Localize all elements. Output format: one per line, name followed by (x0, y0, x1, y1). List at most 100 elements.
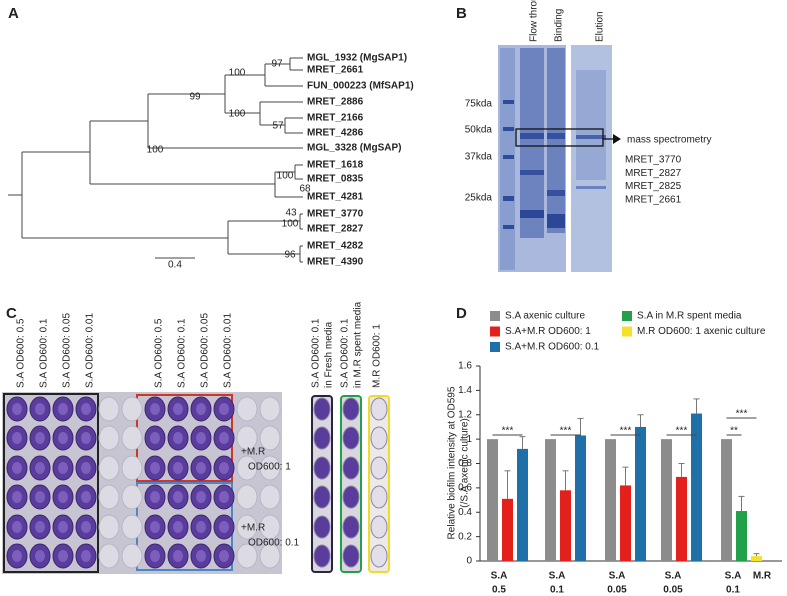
strip-label: S.A OD600: 0.1 (340, 318, 351, 388)
panel-label: A (8, 5, 19, 22)
well-center (150, 521, 160, 533)
leaf-label: MRET_3770 (307, 209, 364, 220)
y-tick-label: 0.8 (458, 458, 472, 469)
y-tick-label: 0.6 (458, 483, 472, 494)
bar (487, 439, 498, 561)
column-label: S.A OD600: 0.01 (85, 313, 96, 388)
bootstrap-value: 100 (147, 145, 164, 156)
bar (502, 498, 513, 561)
legend-label: S.A+M.R OD600: 1 (505, 326, 591, 337)
well-center (150, 550, 160, 562)
well-center (173, 462, 183, 474)
strip-well (313, 544, 331, 568)
well (98, 484, 120, 510)
leaf-label: MRET_4281 (307, 192, 364, 203)
x-tick-label: S.A (725, 571, 742, 582)
x-tick-label: 0.05 (607, 585, 627, 596)
leaf-label: MRET_2661 (307, 65, 364, 76)
well-center (196, 491, 206, 503)
leaf-label: MRET_4390 (307, 257, 364, 268)
strip-well (313, 485, 331, 509)
well-center (35, 521, 45, 533)
strip-label: M.R OD600: 1 (372, 324, 383, 388)
well-center (196, 403, 206, 415)
bar (545, 439, 556, 561)
well-center (196, 521, 206, 533)
legend-label: S.A in M.R spent media (637, 311, 742, 322)
tree-branches (8, 58, 301, 262)
well-center (12, 432, 22, 444)
y-tick-label: 1 (466, 434, 472, 445)
well (98, 543, 120, 569)
well (121, 396, 143, 422)
strip-well (342, 485, 360, 509)
lane-label: Binding (554, 9, 565, 42)
strip-well (342, 515, 360, 539)
well (236, 543, 258, 569)
well-center (150, 491, 160, 503)
well (121, 543, 143, 569)
bootstrap-value: 57 (272, 121, 284, 132)
condition-label: OD600: 1 (248, 462, 291, 473)
well-center (12, 521, 22, 533)
x-tick-label: 0.1 (550, 585, 564, 596)
x-tick-label: S.A (491, 571, 508, 582)
bar (620, 485, 631, 561)
strip-well (370, 485, 388, 509)
well (259, 514, 281, 540)
strip-well (342, 397, 360, 421)
well (236, 425, 258, 451)
strip-well (370, 456, 388, 480)
well-center (219, 432, 229, 444)
well-center (35, 491, 45, 503)
well (259, 455, 281, 481)
bar (736, 511, 747, 561)
well (236, 396, 258, 422)
leaf-label: MRET_2886 (307, 97, 364, 108)
lane-label: Elution (595, 11, 606, 42)
well (121, 514, 143, 540)
well-center (150, 403, 160, 415)
column-label: S.A OD600: 0.5 (154, 318, 165, 388)
well-center (35, 403, 45, 415)
gel-annotation: mass spectrometry (627, 135, 711, 146)
bar (560, 490, 571, 561)
well-center (81, 491, 91, 503)
well-center (81, 432, 91, 444)
leaf-label: MRET_1618 (307, 160, 364, 171)
x-tick-label: 0.5 (492, 585, 506, 596)
marker-label: 25kda (465, 193, 493, 204)
well (98, 514, 120, 540)
condition-label: OD600: 0.1 (248, 538, 300, 549)
well-center (12, 491, 22, 503)
bootstrap-value: 96 (284, 250, 296, 261)
y-tick-label: 0 (466, 556, 472, 567)
legend-label: S.A axenic culture (505, 311, 585, 322)
legend-swatch (490, 311, 500, 321)
strip-well (313, 397, 331, 421)
bar (661, 439, 672, 561)
bar (691, 413, 702, 561)
bar (751, 556, 762, 561)
well-center (173, 491, 183, 503)
leaf-label: MGL_1932 (MgSAP1) (307, 53, 407, 64)
column-label: S.A OD600: 0.1 (177, 318, 188, 388)
legend-swatch (490, 326, 500, 337)
well-center (219, 550, 229, 562)
x-tick-label: 0.1 (726, 585, 740, 596)
bootstrap-value: 43 (285, 208, 297, 219)
well-center (58, 521, 68, 533)
bar (575, 435, 586, 561)
well-center (12, 403, 22, 415)
protein-label: MRET_2827 (625, 168, 682, 179)
well (121, 455, 143, 481)
protein-label: MRET_2661 (625, 195, 682, 206)
well (98, 455, 120, 481)
condition-label: +M.R (241, 447, 265, 458)
legend-swatch (622, 311, 632, 321)
protein-label: MRET_2825 (625, 181, 682, 192)
well (98, 425, 120, 451)
legend-label: M.R OD600: 1 axenic culture (637, 326, 766, 337)
leaf-label: MGL_3328 (MgSAP) (307, 143, 401, 154)
